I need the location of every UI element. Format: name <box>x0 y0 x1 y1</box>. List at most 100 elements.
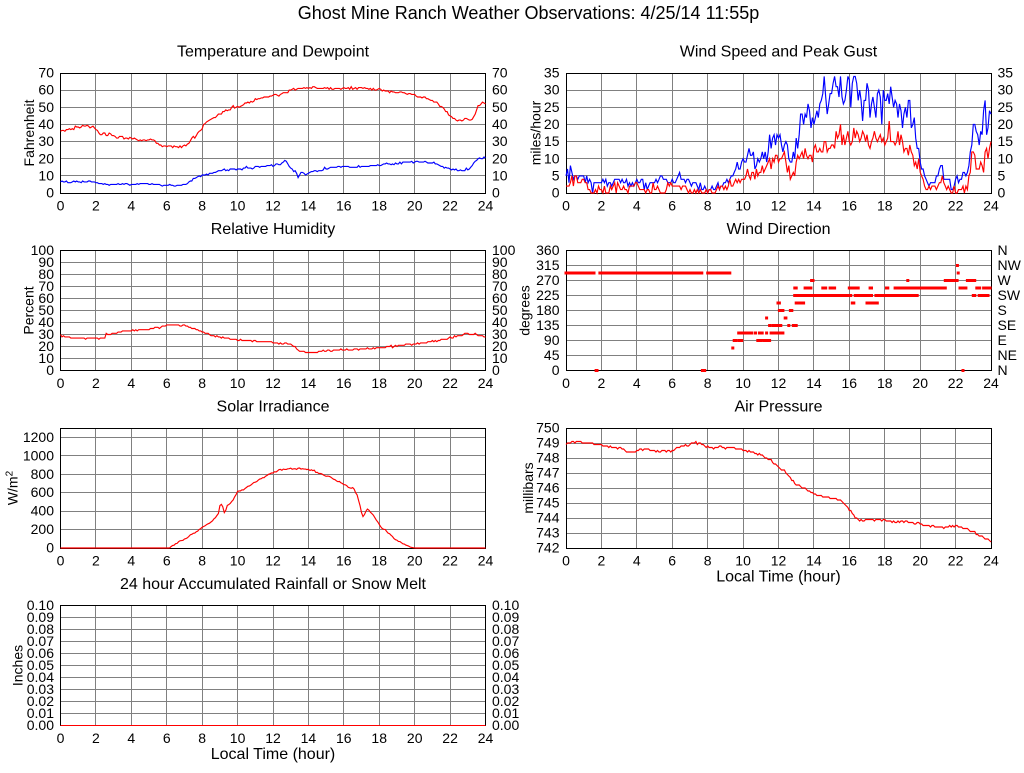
svg-text:70: 70 <box>38 65 54 81</box>
svg-text:12: 12 <box>265 198 281 214</box>
svg-text:25: 25 <box>544 99 560 115</box>
svg-text:50: 50 <box>38 99 54 115</box>
svg-text:1000: 1000 <box>23 447 54 463</box>
svg-text:22: 22 <box>948 553 964 569</box>
svg-text:14: 14 <box>806 198 822 214</box>
svg-text:16: 16 <box>842 553 858 569</box>
svg-text:0: 0 <box>552 362 560 378</box>
svg-text:22: 22 <box>948 375 964 391</box>
svg-text:6: 6 <box>668 553 676 569</box>
svg-text:225: 225 <box>536 287 560 303</box>
svg-text:millibars: millibars <box>520 462 536 513</box>
svg-text:20: 20 <box>492 150 508 166</box>
svg-text:0: 0 <box>492 185 500 201</box>
svg-text:16: 16 <box>336 198 352 214</box>
svg-text:35: 35 <box>544 65 560 81</box>
svg-text:90: 90 <box>544 332 560 348</box>
svg-text:60: 60 <box>492 82 508 98</box>
svg-text:8: 8 <box>704 375 712 391</box>
svg-text:Temperature and Dewpoint: Temperature and Dewpoint <box>177 44 370 61</box>
svg-text:18: 18 <box>371 553 387 569</box>
svg-text:16: 16 <box>336 553 352 569</box>
svg-text:24: 24 <box>478 198 494 214</box>
svg-text:4: 4 <box>633 198 641 214</box>
svg-text:0: 0 <box>562 198 570 214</box>
svg-text:0.07: 0.07 <box>492 633 519 649</box>
svg-text:20: 20 <box>912 375 928 391</box>
svg-text:6: 6 <box>163 375 171 391</box>
svg-text:Local Time (hour): Local Time (hour) <box>716 569 841 586</box>
svg-text:Wind Direction: Wind Direction <box>726 221 830 238</box>
svg-text:0: 0 <box>46 185 54 201</box>
svg-text:8: 8 <box>198 198 206 214</box>
svg-text:0: 0 <box>562 553 570 569</box>
svg-text:Local Time (hour): Local Time (hour) <box>211 746 336 763</box>
svg-text:30: 30 <box>38 326 54 342</box>
svg-text:14: 14 <box>806 375 822 391</box>
svg-text:14: 14 <box>301 375 317 391</box>
svg-text:14: 14 <box>806 553 822 569</box>
svg-text:NW: NW <box>998 257 1022 273</box>
svg-text:22: 22 <box>442 198 458 214</box>
svg-text:16: 16 <box>336 730 352 746</box>
svg-text:0: 0 <box>998 185 1006 201</box>
svg-text:10: 10 <box>492 168 508 184</box>
svg-text:W: W <box>998 272 1012 288</box>
svg-text:6: 6 <box>668 198 676 214</box>
svg-text:12: 12 <box>771 198 787 214</box>
svg-text:10: 10 <box>230 553 246 569</box>
svg-text:10: 10 <box>998 150 1014 166</box>
svg-text:Wind Speed and Peak Gust: Wind Speed and Peak Gust <box>680 44 878 61</box>
svg-text:18: 18 <box>877 198 893 214</box>
svg-text:0.04: 0.04 <box>492 669 519 685</box>
svg-text:W/m2: W/m2 <box>5 470 21 505</box>
svg-text:0.08: 0.08 <box>27 621 54 637</box>
svg-text:315: 315 <box>536 257 560 273</box>
svg-text:0.00: 0.00 <box>492 717 519 733</box>
svg-text:NE: NE <box>998 347 1017 363</box>
svg-text:746: 746 <box>536 480 560 496</box>
svg-text:15: 15 <box>544 133 560 149</box>
svg-text:2: 2 <box>598 375 606 391</box>
svg-text:60: 60 <box>492 290 508 306</box>
svg-text:Solar Irradiance: Solar Irradiance <box>217 399 330 416</box>
svg-text:6: 6 <box>163 198 171 214</box>
svg-text:20: 20 <box>38 338 54 354</box>
svg-text:6: 6 <box>163 730 171 746</box>
svg-text:50: 50 <box>492 302 508 318</box>
svg-text:10: 10 <box>544 150 560 166</box>
svg-text:Inches: Inches <box>10 645 26 686</box>
svg-text:80: 80 <box>492 266 508 282</box>
svg-text:30: 30 <box>544 82 560 98</box>
svg-text:270: 270 <box>536 272 560 288</box>
svg-text:2: 2 <box>92 553 100 569</box>
svg-text:70: 70 <box>492 65 508 81</box>
svg-text:90: 90 <box>492 254 508 270</box>
svg-text:10: 10 <box>38 168 54 184</box>
svg-text:degrees: degrees <box>517 285 533 336</box>
svg-text:748: 748 <box>536 450 560 466</box>
svg-text:60: 60 <box>38 290 54 306</box>
svg-text:747: 747 <box>536 465 560 481</box>
svg-text:0: 0 <box>562 375 570 391</box>
svg-text:80: 80 <box>38 266 54 282</box>
svg-text:20: 20 <box>38 150 54 166</box>
svg-text:Ghost Mine Ranch Weather Obser: Ghost Mine Ranch Weather Observations: 4… <box>298 3 760 23</box>
svg-text:14: 14 <box>301 553 317 569</box>
svg-text:0.08: 0.08 <box>492 621 519 637</box>
svg-text:0: 0 <box>57 730 65 746</box>
svg-text:20: 20 <box>912 198 928 214</box>
svg-text:12: 12 <box>265 553 281 569</box>
svg-text:5: 5 <box>998 168 1006 184</box>
svg-text:1200: 1200 <box>23 429 54 445</box>
svg-text:20: 20 <box>492 338 508 354</box>
svg-text:0: 0 <box>552 185 560 201</box>
svg-text:10: 10 <box>735 375 751 391</box>
svg-text:10: 10 <box>230 375 246 391</box>
svg-text:0.04: 0.04 <box>27 669 54 685</box>
svg-text:10: 10 <box>735 553 751 569</box>
svg-text:0.02: 0.02 <box>492 693 519 709</box>
svg-text:100: 100 <box>492 242 516 258</box>
svg-text:400: 400 <box>31 503 55 519</box>
svg-text:20: 20 <box>407 730 423 746</box>
